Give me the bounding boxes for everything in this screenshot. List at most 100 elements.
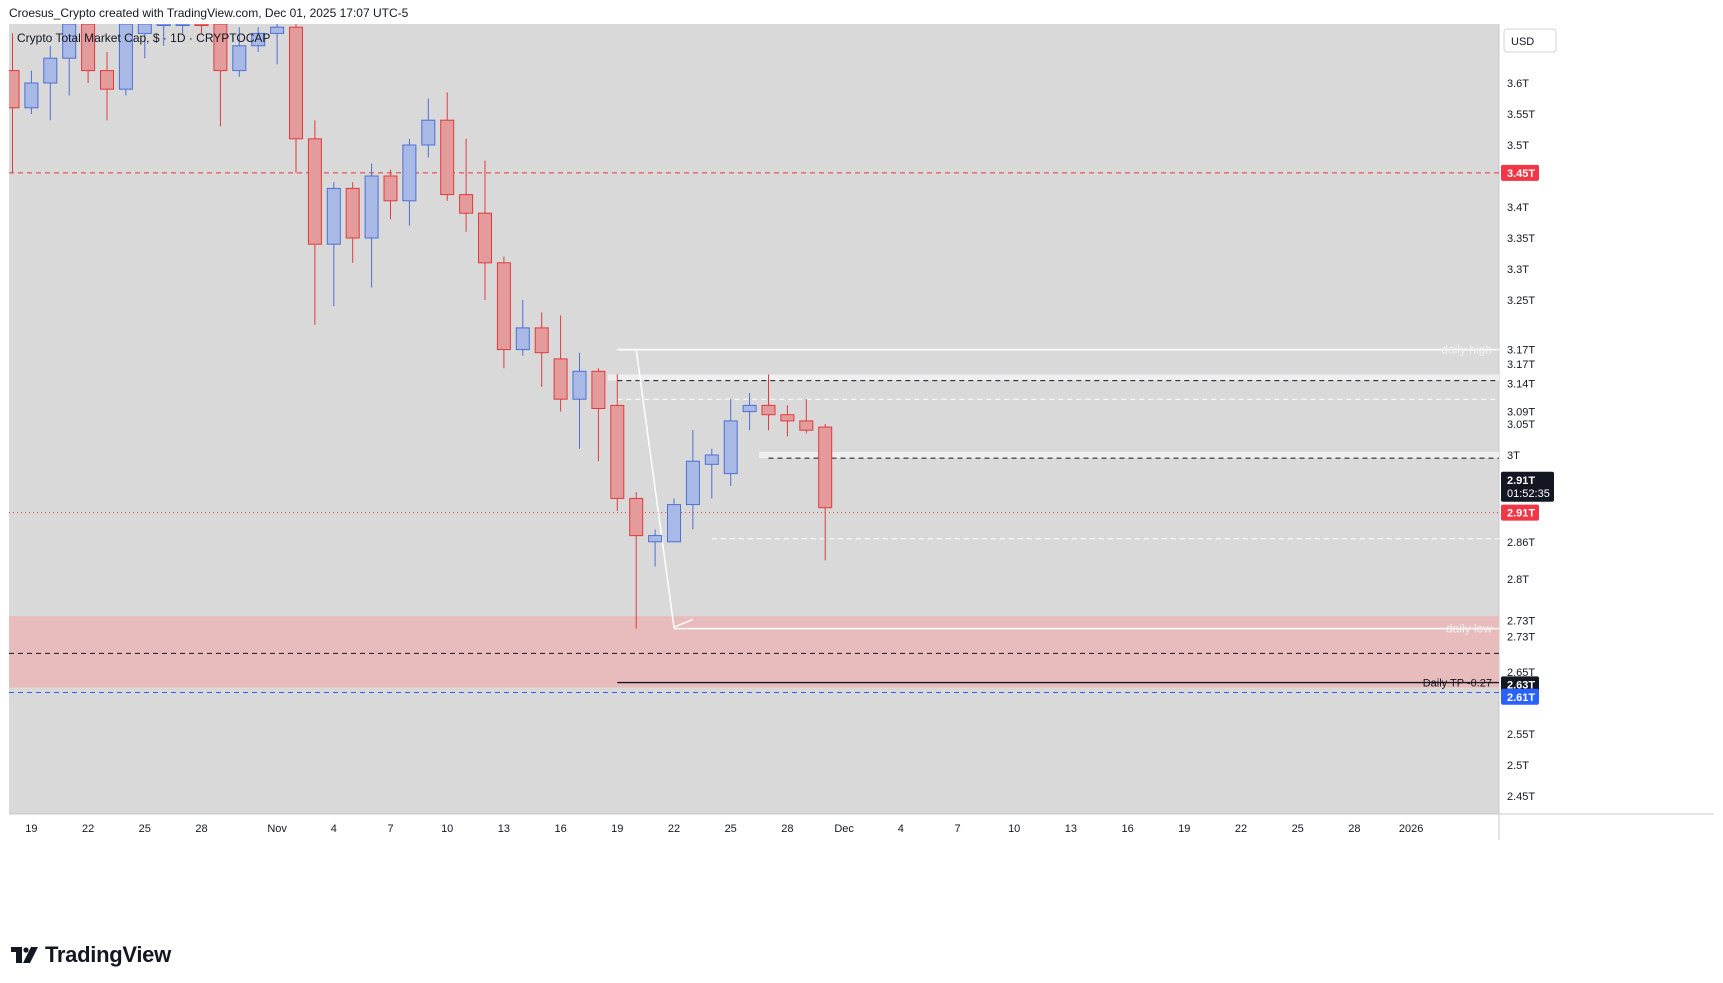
- candle[interactable]: [610, 374, 625, 511]
- candle[interactable]: [799, 399, 814, 434]
- candle[interactable]: [421, 98, 436, 158]
- candle-body: [364, 175, 379, 239]
- price-tag-label: 2.73T: [1507, 632, 1535, 644]
- candle[interactable]: [818, 424, 833, 561]
- price-tag-label: 3.09T: [1507, 407, 1535, 419]
- currency-button-frame[interactable]: [1503, 28, 1557, 53]
- candle[interactable]: [591, 368, 606, 462]
- candle-body: [383, 175, 398, 202]
- candle[interactable]: [515, 300, 530, 356]
- candle[interactable]: [629, 492, 644, 629]
- candle[interactable]: [270, 24, 285, 65]
- x-tick-label: 19: [25, 823, 37, 835]
- y-tick-label: 3T: [1507, 450, 1520, 462]
- currency-button-label[interactable]: USD: [1511, 36, 1534, 48]
- x-tick-label: 16: [554, 823, 566, 835]
- candle[interactable]: [780, 405, 795, 437]
- candle[interactable]: [742, 393, 757, 431]
- support-zone: [3, 616, 1499, 688]
- candle[interactable]: [24, 70, 39, 114]
- candle[interactable]: [761, 374, 776, 431]
- price-tag: 2.91T: [1501, 504, 1539, 521]
- candle[interactable]: [478, 160, 492, 301]
- candle[interactable]: [496, 256, 511, 369]
- candle[interactable]: [251, 27, 266, 52]
- candle[interactable]: [232, 27, 247, 77]
- candle-body: [326, 187, 341, 245]
- y-tick-label: 2.8T: [1507, 574, 1529, 586]
- price-axis[interactable]: 3.6T 3.55T 3.5T 3.4T 3.35T 3.3T 3.25T 3.05T 3T 2.…: [1507, 78, 1535, 803]
- candle[interactable]: [723, 399, 738, 486]
- candle[interactable]: [326, 182, 341, 307]
- candle-body: [137, 23, 152, 34]
- chart-attribution: Croesus_Crypto created with TradingView.…: [9, 6, 409, 20]
- price-tag: 3.45T: [1501, 164, 1539, 181]
- candle[interactable]: [440, 92, 455, 201]
- y-tick-label: 3.55T: [1507, 109, 1535, 121]
- candle[interactable]: [402, 138, 417, 226]
- candle-body: [553, 358, 568, 400]
- candle[interactable]: [459, 138, 474, 232]
- candle[interactable]: [81, 23, 96, 83]
- x-tick-label: 28: [781, 823, 793, 835]
- price-tag-box: [1501, 533, 1539, 550]
- candle[interactable]: [194, 23, 209, 34]
- candle[interactable]: [118, 23, 133, 96]
- candle[interactable]: [553, 315, 568, 412]
- candle[interactable]: [43, 45, 58, 121]
- currency-button[interactable]: USD: [1503, 28, 1557, 53]
- plot-background: [9, 24, 1499, 814]
- y-tick-label: 3.3T: [1507, 264, 1529, 276]
- x-tick-label: 25: [139, 823, 151, 835]
- price-tag: 3.09T: [1501, 403, 1539, 420]
- candle[interactable]: [62, 23, 77, 96]
- candle[interactable]: [345, 182, 360, 263]
- candle[interactable]: [289, 24, 303, 173]
- y-tick-label: 3.6T: [1507, 78, 1529, 90]
- symbol-label[interactable]: Crypto Total Market Cap, $ · 1D · CRYPTO…: [17, 31, 270, 45]
- x-tick-label: 25: [1292, 823, 1304, 835]
- candle[interactable]: [648, 529, 663, 567]
- candle[interactable]: [307, 120, 322, 325]
- price-tag: 3.17T: [1501, 341, 1539, 358]
- candles-layer[interactable]: [5, 23, 833, 629]
- candle-body: [100, 70, 114, 90]
- x-tick-label: 13: [498, 823, 510, 835]
- candle[interactable]: [383, 169, 398, 220]
- x-tick-label: 25: [725, 823, 737, 835]
- candle[interactable]: [364, 163, 379, 288]
- x-tick-label: 16: [1121, 823, 1133, 835]
- price-tag-box: [1501, 504, 1539, 521]
- candle-body: [118, 23, 133, 90]
- move-lines: [617, 348, 694, 629]
- last-price-label: 2.91T: [1507, 475, 1535, 487]
- candle[interactable]: [175, 23, 190, 34]
- candle[interactable]: [100, 52, 114, 121]
- candle[interactable]: [572, 352, 587, 449]
- y-tick-label: 3.05T: [1507, 419, 1535, 431]
- candle[interactable]: [5, 33, 20, 173]
- candle-body: [213, 23, 228, 72]
- price-tag-label: 2.63T: [1507, 679, 1535, 691]
- chart-frame[interactable]: daily high daily low Daily TP -0.27 3.6T 3.…: [3, 23, 1714, 924]
- candle[interactable]: [667, 498, 681, 543]
- candle[interactable]: [685, 430, 700, 530]
- bar-countdown: 01:52:35: [1507, 488, 1550, 500]
- time-axis[interactable]: 19 22 25 28 Nov 4 7 10 13 16 19 22 25 28 Dec 4 7 10 13 16 19…: [25, 823, 1423, 835]
- candle[interactable]: [704, 448, 719, 499]
- white-band-3: [759, 451, 1499, 459]
- daily-low-label: daily low: [1446, 622, 1492, 636]
- candle[interactable]: [137, 23, 152, 59]
- price-tag-box: [1501, 403, 1539, 420]
- candle[interactable]: [156, 23, 171, 46]
- tradingview-logo[interactable]: TradingView: [11, 942, 171, 968]
- candle-body: [270, 26, 285, 34]
- candle-body: [421, 119, 436, 146]
- candle[interactable]: [213, 23, 228, 127]
- x-tick-label: 4: [898, 823, 904, 835]
- x-tick-label: Nov: [267, 823, 287, 835]
- candle[interactable]: [534, 312, 549, 387]
- last-price-box: [1501, 471, 1554, 502]
- price-tag-box: [1501, 355, 1539, 372]
